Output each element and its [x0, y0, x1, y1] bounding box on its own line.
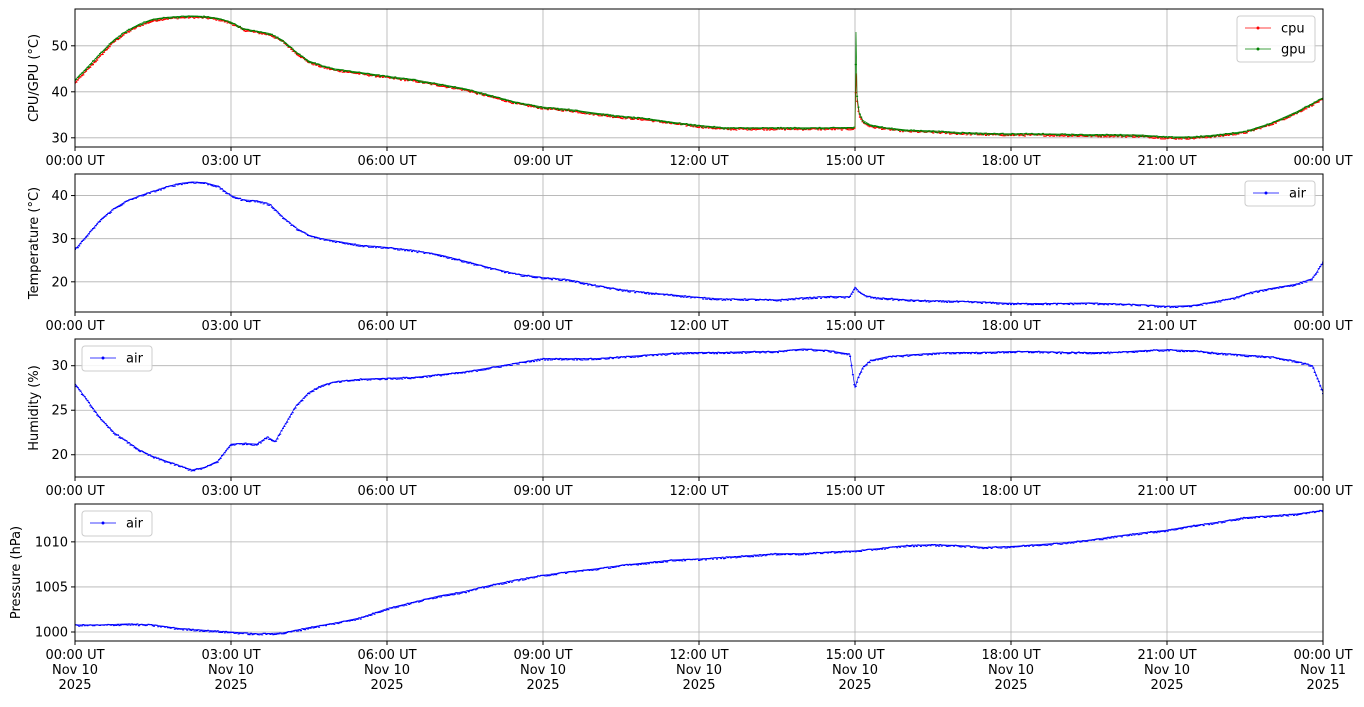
y-tick-label: 20	[51, 275, 68, 290]
series-gpu	[75, 15, 1323, 139]
legend-label-air: air	[126, 352, 144, 367]
x-tick-label: 21:00 UT	[1137, 154, 1196, 169]
legend-marker-cpu	[1256, 26, 1260, 30]
panel-4: 00:00 UT Nov 10 2025 03:00 UT Nov 10 2025 06:0…	[9, 503, 1353, 693]
legend-label-air: air	[126, 517, 144, 532]
x-tick-label: 18:00 UT Nov 10 2025	[981, 648, 1040, 693]
series-air	[75, 348, 1323, 472]
y-tick-label: 30	[51, 359, 68, 374]
legend-label-gpu: gpu	[1281, 43, 1306, 58]
legend: air	[81, 510, 153, 537]
x-tick-label: 00:00 UT	[1293, 154, 1352, 169]
legend-box	[1236, 15, 1316, 63]
legend-box	[81, 510, 153, 537]
x-tick-label: 21:00 UT	[1137, 319, 1196, 334]
y-axis-label: Pressure (hPa)	[9, 526, 24, 619]
y-tick-label: 40	[51, 85, 68, 100]
legend-marker-air	[101, 521, 105, 525]
y-tick-label: 40	[51, 189, 68, 204]
legend-label-cpu: cpu	[1281, 22, 1305, 37]
x-tick-label: 12:00 UT	[669, 484, 728, 499]
y-tick-label: 20	[51, 448, 68, 463]
x-tick-label: 09:00 UT Nov 10 2025	[513, 648, 572, 693]
x-tick-label: 15:00 UT	[825, 154, 884, 169]
x-tick-label: 12:00 UT Nov 10 2025	[669, 648, 728, 693]
x-tick-label: 03:00 UT Nov 10 2025	[201, 648, 260, 693]
x-tick-label: 06:00 UT	[357, 319, 416, 334]
series-air	[75, 181, 1323, 309]
x-tick-label: 09:00 UT	[513, 154, 572, 169]
y-tick-label: 1005	[35, 580, 68, 595]
legend-label-air: air	[1289, 187, 1307, 202]
y-tick-label: 30	[51, 232, 68, 247]
panel-1: 00:00 UT 03:00 UT 06:00 UT 09:00 UT 12:00 UT…	[27, 8, 1353, 169]
y-axis-label: Humidity (%)	[27, 365, 42, 451]
x-tick-label: 15:00 UT	[825, 484, 884, 499]
y-axis-label: CPU/GPU (°C)	[27, 34, 42, 122]
panel-2: 00:00 UT 03:00 UT 06:00 UT 09:00 UT 12:00 UT…	[27, 173, 1353, 334]
x-tick-label: 21:00 UT Nov 10 2025	[1137, 648, 1196, 693]
panel-3: 00:00 UT 03:00 UT 06:00 UT 09:00 UT 12:00 UT…	[27, 338, 1353, 499]
x-tick-label: 03:00 UT	[201, 484, 260, 499]
series-air	[75, 509, 1323, 636]
x-tick-label: 00:00 UT Nov 10 2025	[45, 648, 104, 693]
x-tick-label: 18:00 UT	[981, 154, 1040, 169]
legend-box	[81, 345, 153, 372]
x-tick-label: 09:00 UT	[513, 484, 572, 499]
y-tick-label: 1000	[35, 625, 68, 640]
x-tick-label: 12:00 UT	[669, 154, 728, 169]
legend-marker-air	[1264, 191, 1268, 195]
legend-marker-air	[101, 356, 105, 360]
x-tick-label: 00:00 UT	[45, 154, 104, 169]
series-markers-air	[75, 348, 1323, 472]
x-tick-label: 00:00 UT	[1293, 484, 1352, 499]
x-tick-label: 06:00 UT Nov 10 2025	[357, 648, 416, 693]
legend: air	[1244, 180, 1316, 207]
x-tick-label: 00:00 UT	[1293, 319, 1352, 334]
x-tick-label: 00:00 UT Nov 11 2025	[1293, 648, 1352, 693]
y-tick-label: 50	[51, 39, 68, 54]
legend: cpu gpu	[1236, 15, 1316, 63]
x-tick-label: 15:00 UT	[825, 319, 884, 334]
y-tick-label: 1010	[35, 535, 68, 550]
x-tick-label: 09:00 UT	[513, 319, 572, 334]
x-tick-label: 00:00 UT	[45, 484, 104, 499]
x-tick-label: 18:00 UT	[981, 484, 1040, 499]
x-tick-label: 03:00 UT	[201, 319, 260, 334]
y-tick-label: 30	[51, 131, 68, 146]
legend: air	[81, 345, 153, 372]
x-tick-label: 12:00 UT	[669, 319, 728, 334]
x-tick-label: 06:00 UT	[357, 154, 416, 169]
x-tick-label: 15:00 UT Nov 10 2025	[825, 648, 884, 693]
x-tick-label: 00:00 UT	[45, 319, 104, 334]
x-tick-label: 21:00 UT	[1137, 484, 1196, 499]
legend-box	[1244, 180, 1316, 207]
y-tick-label: 25	[51, 404, 68, 419]
x-tick-label: 03:00 UT	[201, 154, 260, 169]
legend-marker-gpu	[1256, 47, 1260, 51]
y-axis-label: Temperature (°C)	[27, 187, 42, 300]
x-tick-label: 06:00 UT	[357, 484, 416, 499]
x-tick-label: 18:00 UT	[981, 319, 1040, 334]
